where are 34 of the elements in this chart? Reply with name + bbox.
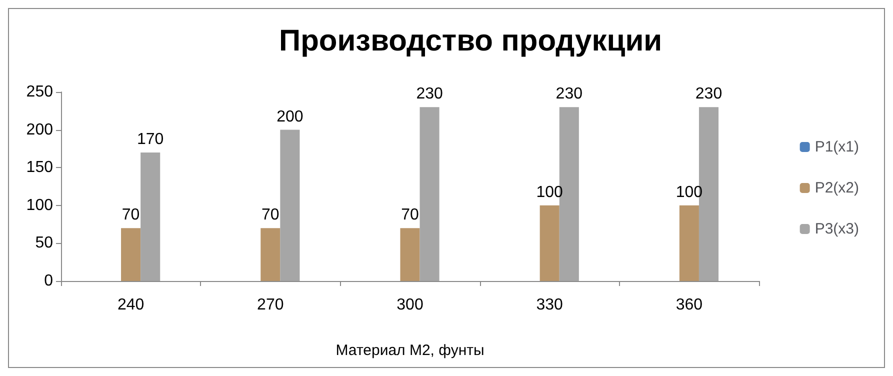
data-label: 230 <box>416 86 443 103</box>
x-tick-label: 240 <box>117 296 144 314</box>
data-label: 70 <box>401 206 419 224</box>
x-tick-label: 360 <box>676 296 703 314</box>
x-axis-title: Материал М2, фунты <box>336 342 484 359</box>
x-tick-label: 300 <box>396 296 424 314</box>
y-tick-label: 50 <box>35 234 54 252</box>
y-tick-label: 200 <box>26 121 54 138</box>
bar <box>260 228 280 281</box>
bar <box>540 205 560 281</box>
bar <box>140 152 160 281</box>
data-label: 70 <box>122 206 140 224</box>
y-tick-label: 0 <box>44 272 54 290</box>
legend-label: P1(x1) <box>814 138 860 156</box>
data-label: 100 <box>676 184 703 201</box>
data-label: 230 <box>556 86 583 103</box>
y-tick-label: 100 <box>26 196 54 214</box>
x-tick-label: 330 <box>536 296 564 314</box>
bar <box>121 228 141 281</box>
bar <box>420 107 440 281</box>
legend-label: P2(x2) <box>814 180 860 196</box>
data-label: 170 <box>136 130 164 148</box>
bar <box>400 228 420 281</box>
data-label: 200 <box>276 108 304 126</box>
y-tick-label: 250 <box>26 84 54 100</box>
bar <box>280 130 300 281</box>
chart-title: Производство продукции <box>279 24 662 58</box>
data-label: 100 <box>536 184 564 201</box>
legend-label: P3(x3) <box>814 220 860 238</box>
x-tick-label: 270 <box>257 296 284 314</box>
y-tick-label: 150 <box>26 159 54 176</box>
data-label: 70 <box>262 206 280 224</box>
data-label: 230 <box>695 86 722 103</box>
bar <box>679 205 699 281</box>
